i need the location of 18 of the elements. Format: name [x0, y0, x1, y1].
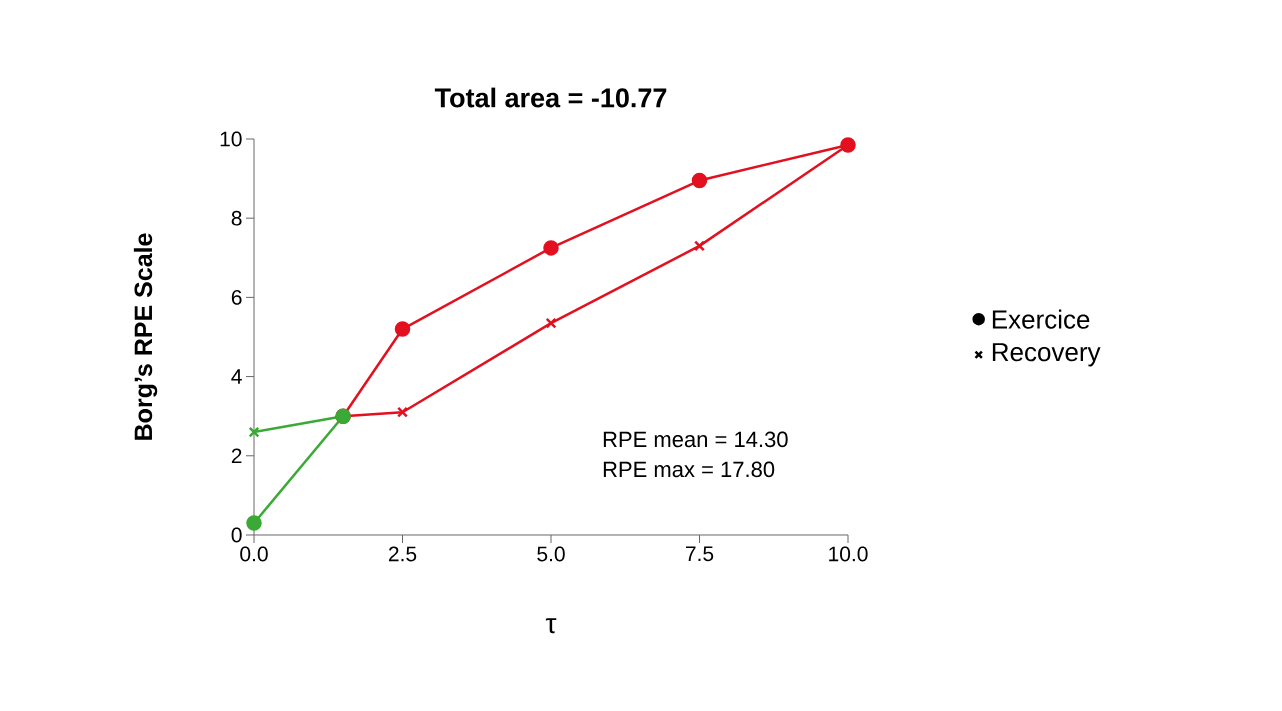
y-axis-title: Borg’s RPE Scale	[133, 233, 158, 440]
text: Exercice	[992, 309, 1090, 329]
x-tick-label: 0.0	[240, 546, 268, 562]
text: Recovery	[992, 343, 1101, 367]
x-tick-label: 5.0	[537, 546, 565, 562]
y-tick-label: 10	[220, 131, 242, 147]
y-tick-label: 8	[231, 210, 242, 226]
annotation: RPE mean = 14.30	[603, 431, 788, 448]
y-tick-label: 2	[231, 448, 242, 464]
x-tick-label: 7.5	[685, 546, 714, 562]
y-tick-label: 0	[231, 527, 242, 543]
x-axis-title: τ	[545, 618, 557, 634]
y-tick-label: 4	[231, 369, 242, 384]
y-tick-label: 6	[231, 289, 242, 305]
x-tick-label: 2.5	[388, 546, 417, 562]
annotation: RPE max = 17.80	[603, 461, 775, 478]
x-tick-label: 10.0	[829, 546, 868, 562]
chart-title: Total area = -10.77	[434, 87, 667, 108]
